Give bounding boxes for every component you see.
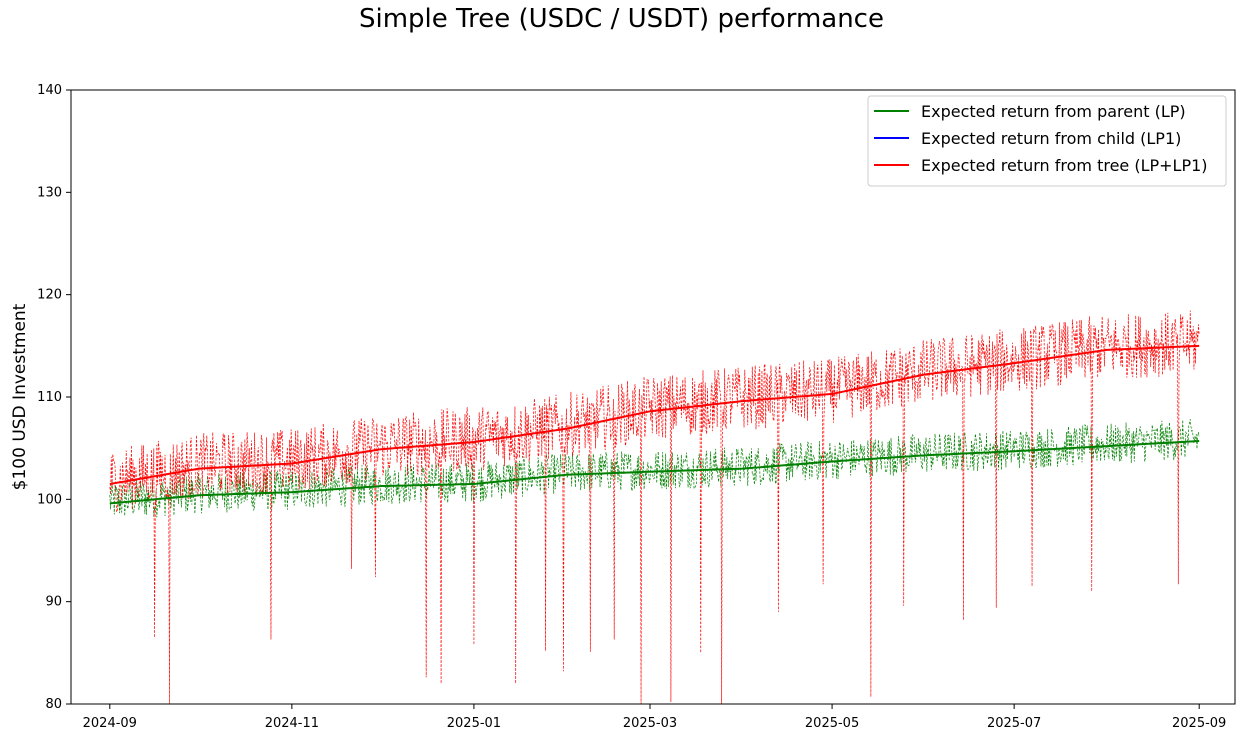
noisy-series-layer [109, 310, 1200, 704]
y-tick-label: 110 [37, 390, 62, 405]
legend-entry: Expected return from parent (LP) [921, 102, 1186, 121]
y-tick-label: 90 [45, 595, 62, 610]
noisy-series-line [109, 419, 1200, 518]
x-tick-label: 2025-05 [805, 716, 859, 731]
x-tick-label: 2024-11 [265, 716, 319, 731]
legend: Expected return from parent (LP) Expected… [867, 95, 1227, 187]
y-tick-label: 120 [37, 288, 62, 303]
legend-entry: Expected return from tree (LP+LP1) [921, 156, 1208, 175]
y-tick-label: 80 [45, 697, 62, 712]
series-line [109, 440, 1200, 505]
axes: 80 90 100 110 120 130 140 2024-09 2024-11 2025-01… [37, 83, 1226, 731]
legend-box [867, 95, 1227, 187]
y-tick-label: 140 [37, 83, 62, 98]
x-tick-label: 2025-09 [1172, 716, 1226, 731]
x-tick-label: 2024-09 [83, 716, 137, 731]
noisy-series-line [109, 310, 1200, 704]
y-tick-label: 130 [37, 185, 62, 200]
y-axis-label: $100 USD Investment [10, 303, 30, 490]
series-line [109, 344, 1200, 485]
y-tick-label: 100 [37, 492, 62, 507]
x-tick-label: 2025-03 [623, 716, 677, 731]
chart-title: Simple Tree (USDC / USDT) performance [359, 4, 884, 34]
x-tick-label: 2025-01 [447, 716, 501, 731]
legend-entry: Expected return from child (LP1) [921, 129, 1181, 148]
x-tick-label: 2025-07 [987, 716, 1041, 731]
trend-series-layer [109, 344, 1200, 505]
